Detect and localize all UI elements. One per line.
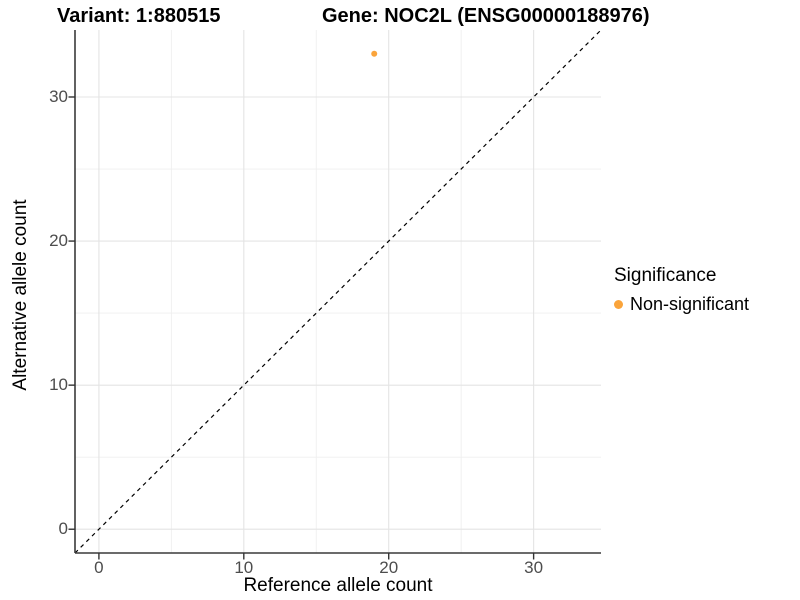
legend-title: Significance	[614, 265, 717, 286]
y-tick-label: 30	[49, 86, 68, 106]
legend-item: Non-significant	[614, 294, 749, 315]
y-tick-label: 0	[58, 519, 68, 539]
legend: Significance Non-significant	[614, 265, 749, 315]
identity-line	[74, 29, 602, 554]
y-tick-label: 20	[49, 231, 68, 251]
data-point	[371, 50, 378, 57]
x-tick-label: 20	[379, 558, 399, 577]
gene-title: Gene: NOC2L (ENSG00000188976)	[322, 5, 650, 27]
x-tick-label: 30	[524, 558, 544, 577]
legend-item-label: Non-significant	[630, 294, 750, 314]
x-tick-label: 10	[234, 558, 254, 577]
x-tick-label: 0	[94, 558, 104, 577]
y-tick-label: 10	[49, 375, 68, 395]
variant-title: Variant: 1:880515	[57, 5, 221, 27]
legend-point-icon	[614, 300, 623, 309]
x-axis-title: Reference allele count	[243, 575, 433, 596]
y-axis-title: Alternative allele count	[10, 199, 31, 391]
